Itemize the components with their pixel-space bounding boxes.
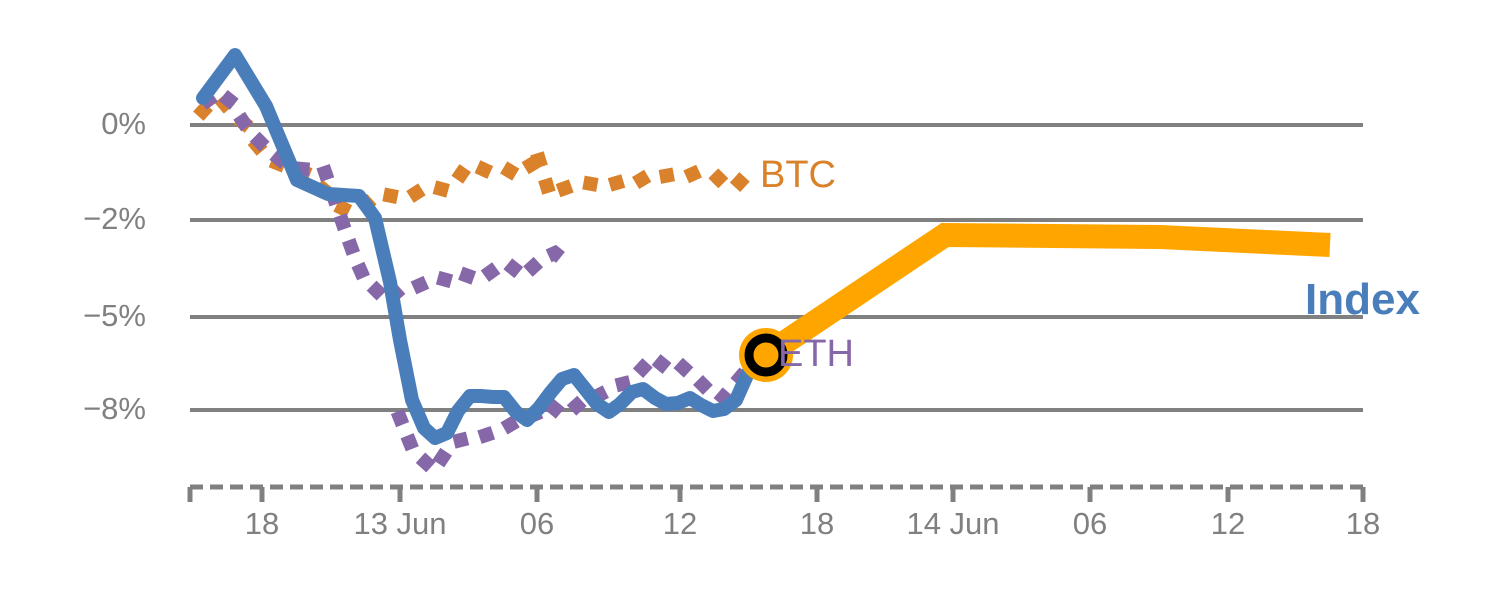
series-label-btc: BTC — [760, 154, 836, 196]
series-label-eth: ETH — [778, 333, 854, 375]
series-btc-continued — [530, 151, 759, 207]
x-tick-label-6: 06 — [1072, 506, 1108, 541]
x-tick-label-0: 18 — [244, 506, 280, 541]
series-btc — [193, 92, 549, 220]
x-tick-label-7: 12 — [1210, 506, 1246, 541]
current-point-marker[interactable] — [739, 328, 793, 382]
x-tick-label-8: 18 — [1345, 506, 1381, 541]
x-tick-label-5: 14 Jun — [906, 506, 1000, 541]
x-tick-label-4: 18 — [799, 506, 835, 541]
series-label-index: Index — [1305, 275, 1420, 324]
y-tick-label-minus2: −2% — [83, 201, 146, 236]
x-tick-label-3: 12 — [662, 506, 698, 541]
y-tick-label-minus5: −5% — [83, 298, 146, 333]
series-forecast-band — [759, 222, 1331, 365]
series-index — [196, 48, 773, 445]
x-tick-label-1: 13 Jun — [353, 506, 447, 541]
y-tick-label-minus8: −8% — [83, 391, 146, 426]
x-axis-ticks — [187, 487, 1366, 502]
gridlines — [190, 123, 1363, 412]
x-tick-label-2: 06 — [519, 506, 555, 541]
current-point-marker-ring — [744, 333, 788, 377]
y-tick-label-0: 0% — [101, 106, 146, 141]
series-eth-continued — [390, 347, 755, 481]
